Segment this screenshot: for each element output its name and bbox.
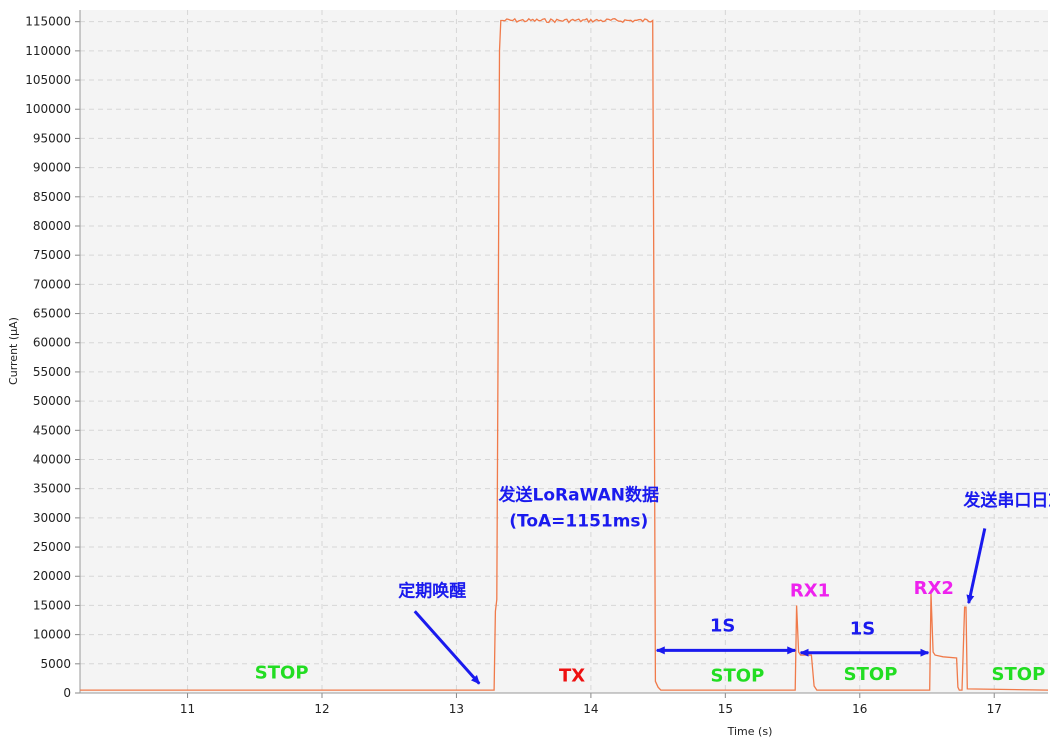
annotation-arrow xyxy=(966,528,987,605)
y-tick-label: 115000 xyxy=(25,15,71,29)
annotation-label: 1S xyxy=(850,619,876,640)
annotation-label: RX2 xyxy=(914,578,954,599)
y-tick-label: 40000 xyxy=(33,452,71,466)
annotation-label: 发送串口日志 xyxy=(962,490,1050,511)
x-axis-ticks: 11 12 13 14 15 16 17 xyxy=(180,693,1002,716)
y-tick-label: 85000 xyxy=(33,190,71,204)
y-axis-label: Current (µA) xyxy=(7,317,20,385)
y-tick-label: 100000 xyxy=(25,102,71,116)
annotation-label: STOP xyxy=(844,664,898,685)
y-tick-label: 75000 xyxy=(33,248,71,262)
annotation-label: STOP xyxy=(992,664,1046,685)
annotation-label: 定期唤醒 xyxy=(398,581,466,602)
annotation-label: 1S xyxy=(710,616,736,637)
x-tick-label: 13 xyxy=(449,702,464,716)
annotation-arrow xyxy=(413,610,481,685)
annotation-label: STOP xyxy=(711,665,765,686)
y-tick-label: 25000 xyxy=(33,540,71,554)
grid-lines xyxy=(80,10,1048,693)
annotation-label: 发送LoRaWAN数据 xyxy=(498,484,659,505)
series-line-current xyxy=(80,17,1049,691)
annotations: STOP TX STOP STOP STOP 定期唤醒 发送LoRaWAN数据 (ToA=11… xyxy=(255,484,1050,686)
annotation-label: RX1 xyxy=(790,581,830,602)
y-tick-label: 15000 xyxy=(33,598,71,612)
annotation-label: TX xyxy=(559,665,585,686)
y-tick-label: 20000 xyxy=(33,569,71,583)
x-tick-label: 17 xyxy=(987,702,1002,716)
y-tick-label: 55000 xyxy=(33,365,71,379)
x-tick-label: 14 xyxy=(583,702,598,716)
y-tick-label: 110000 xyxy=(25,44,71,58)
y-tick-label: 60000 xyxy=(33,336,71,350)
y-tick-label: 10000 xyxy=(33,628,71,642)
annotation-label: STOP xyxy=(255,662,309,683)
x-tick-label: 16 xyxy=(852,702,867,716)
y-tick-label: 5000 xyxy=(40,657,71,671)
y-tick-label: 30000 xyxy=(33,511,71,525)
y-tick-label: 0 xyxy=(63,686,71,700)
y-axis-ticks: 0 5000 10000 15000 20000 25000 30000 35000 40000… xyxy=(25,15,80,700)
x-tick-label: 11 xyxy=(180,702,195,716)
y-tick-label: 35000 xyxy=(33,482,71,496)
y-tick-label: 105000 xyxy=(25,73,71,87)
y-tick-label: 70000 xyxy=(33,277,71,291)
y-tick-label: 45000 xyxy=(33,423,71,437)
y-tick-label: 90000 xyxy=(33,161,71,175)
y-tick-label: 95000 xyxy=(33,131,71,145)
x-tick-label: 15 xyxy=(718,702,733,716)
x-tick-label: 12 xyxy=(314,702,329,716)
y-tick-label: 65000 xyxy=(33,307,71,321)
y-tick-label: 50000 xyxy=(33,394,71,408)
y-tick-label: 80000 xyxy=(33,219,71,233)
x-axis-label: Time (s) xyxy=(727,725,773,738)
annotation-arrows xyxy=(413,528,987,685)
plot-area xyxy=(80,10,1048,693)
annotation-label: (ToA=1151ms) xyxy=(509,512,648,532)
